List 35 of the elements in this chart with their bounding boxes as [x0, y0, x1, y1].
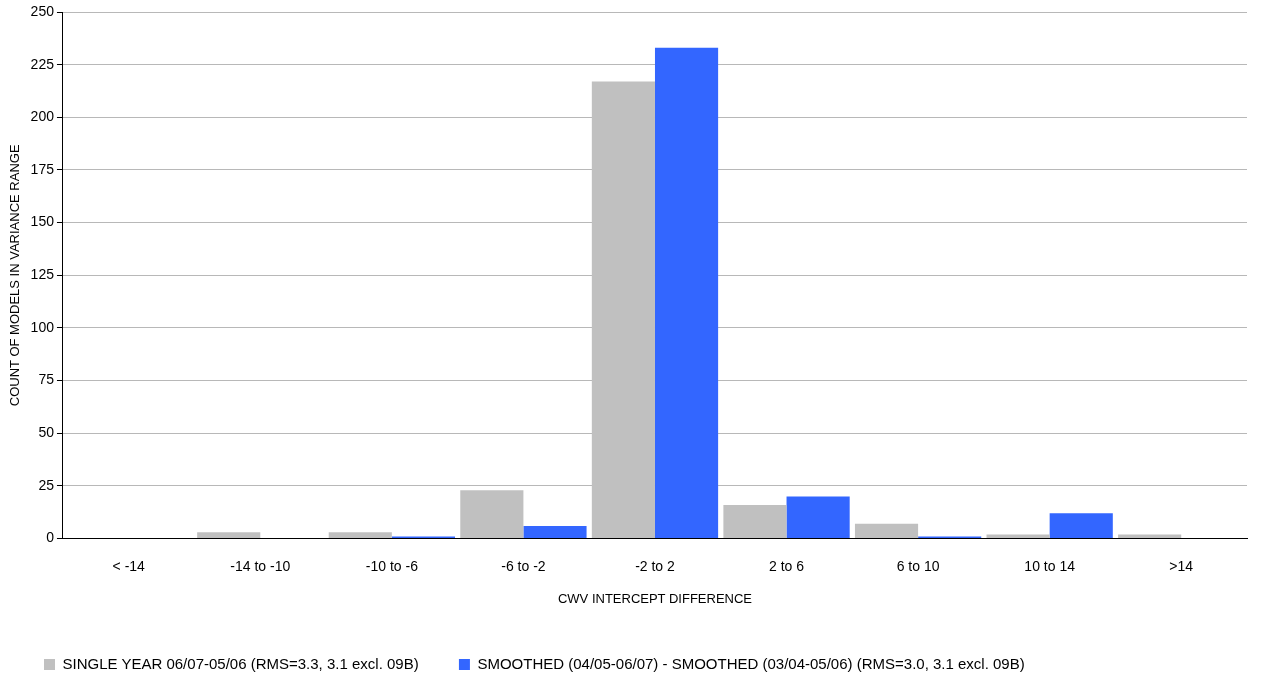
x-tick-label: -10 to -6: [365, 557, 419, 574]
bar: [654, 47, 719, 539]
bar: [523, 525, 587, 539]
x-tick-label: -2 to 2: [635, 557, 676, 574]
x-tick-label: 6 to 10: [896, 557, 940, 574]
y-tick-label: 125: [30, 266, 55, 283]
y-tick-label: 100: [30, 318, 55, 335]
x-tick-label: >14: [1169, 557, 1194, 574]
y-tick-label: 250: [30, 2, 55, 19]
x-tick-label: < -14: [112, 557, 146, 574]
x-tick-label: -6 to -2: [501, 557, 546, 574]
bar: [854, 523, 919, 539]
x-tick-label: -14 to -10: [230, 557, 291, 574]
y-tick-label: 225: [30, 55, 55, 72]
bar: [986, 534, 1050, 539]
y-tick-label: 150: [30, 213, 55, 230]
legend-label: SINGLE YEAR 06/07-05/06 (RMS=3.3, 3.1 excl. 09B): [62, 654, 419, 672]
bar: [1118, 534, 1182, 539]
y-tick-label: 25: [38, 476, 55, 493]
bar: [460, 490, 524, 539]
y-tick-label: 175: [30, 160, 55, 177]
x-axis-title: CWV INTERCEPT DIFFERENCE: [557, 590, 753, 606]
y-tick-label: 50: [38, 424, 55, 441]
y-tick-label: 0: [46, 529, 55, 546]
legend-label: SMOOTHED (04/05-06/07) - SMOOTHED (03/04-05/06) (RMS=3.0, 3.1 excl. 09B): [477, 654, 1025, 672]
x-tick-label: 10 to 14: [1024, 557, 1076, 574]
bar: [1049, 513, 1113, 539]
y-axis-title: COUNT OF MODELS IN VARIANCE RANGE: [7, 144, 23, 407]
y-tick-label: 75: [38, 371, 55, 388]
x-tick-label: 2 to 6: [769, 557, 805, 574]
bar: [723, 504, 787, 539]
y-tick-label: 200: [30, 108, 55, 125]
bar: [786, 496, 850, 539]
bar: [197, 532, 261, 539]
bar: [328, 532, 392, 539]
